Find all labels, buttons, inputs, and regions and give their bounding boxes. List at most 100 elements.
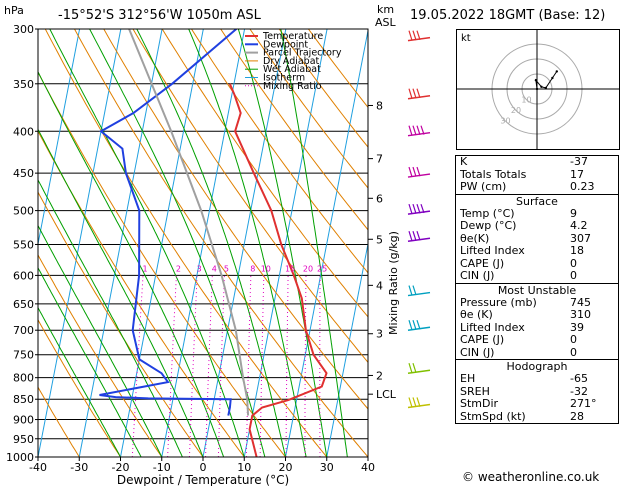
most-unstable-table: Most Unstable Pressure (mb) 745 θe (K) 310 L… [455, 282, 619, 360]
most-unstable-label: Pressure (mb) [460, 295, 537, 309]
asl-axis-unit: ASL [375, 16, 396, 29]
hodograph-unit-label: kt [461, 33, 471, 44]
datetime-title: 19.05.2022 18GMT (Base: 12) [410, 8, 606, 23]
surface-label: CAPE (J) [460, 256, 505, 270]
most-unstable-label: CAPE (J) [460, 333, 505, 346]
mixing-ratio-line [245, 275, 252, 457]
temp-tick-label: 30 [320, 461, 334, 474]
wind-barb-flag [412, 320, 417, 330]
hodograph-stat-value: -65 [570, 372, 588, 385]
mixing-ratio-line [285, 275, 289, 457]
most-unstable-row: Lifted Index 39 [456, 321, 618, 335]
wind-barb-flag [412, 397, 417, 408]
surface-label: Temp (°C) [460, 206, 515, 220]
hodograph-stat-label: StmSpd (kt) [460, 409, 526, 423]
wind-barbs [407, 30, 431, 409]
temp-tick-label: 20 [279, 461, 293, 474]
most-unstable-row: θe (K) 310 [456, 308, 618, 322]
hodograph-stat-label: SREH [460, 384, 490, 398]
temp-tick-label: -40 [29, 461, 47, 474]
hodograph-point [535, 87, 539, 91]
wet-adiabat-line [89, 29, 266, 457]
height-km-label: 8 [376, 99, 383, 112]
pw-label: PW (cm) [460, 180, 507, 193]
hodograph-stat-value: 28 [570, 409, 584, 423]
pressure-tick-label: 300 [13, 23, 34, 36]
pressure-tick-label: 700 [13, 324, 34, 337]
wet-adiabat-line [38, 306, 121, 457]
mixing-ratio-value-label: 25 [317, 264, 327, 273]
legend-label: Isotherm [263, 73, 305, 84]
wind-barb-flag [408, 166, 413, 177]
location-title: -15°52'S 312°56'W 1050m ASL [58, 8, 261, 23]
pressure-tick-label: 900 [13, 414, 34, 427]
surface-label: CIN (J) [460, 269, 495, 282]
legend-label: Wet Adiabat [263, 64, 321, 75]
wind-barb [407, 203, 431, 215]
mixing-ratio-value-label: 8 [250, 264, 255, 273]
isotherm-line [120, 29, 204, 457]
wind-barb-flag [416, 203, 421, 214]
wind-barb-flag [408, 203, 413, 215]
legend-label: Temperature [262, 31, 323, 42]
pressure-tick-label: 800 [13, 372, 34, 385]
mixing-ratio-value-label: 20 [303, 264, 313, 273]
most-unstable-value: 0 [570, 333, 577, 346]
mixing-ratio-value-label: 4 [212, 264, 217, 273]
pressure-tick-label: 500 [13, 205, 34, 218]
wind-barb [407, 320, 431, 331]
hodograph-point [544, 86, 547, 90]
hodograph-ring-label: 30 [500, 117, 510, 126]
mixing-ratio-line [167, 275, 177, 457]
x-axis-label: Dewpoint / Temperature (°C) [117, 473, 289, 486]
dry-adiabat-line [38, 318, 121, 457]
height-km-label: 7 [376, 153, 383, 166]
surface-value: 18 [570, 244, 584, 257]
surface-row: Temp (°C) 9 [456, 206, 618, 221]
surface-value: 307 [570, 231, 591, 245]
hodograph-stat-row: SREH -32 [456, 384, 618, 399]
mixing-ratio-line [217, 275, 225, 457]
most-unstable-label: CIN (J) [460, 345, 495, 359]
hodograph-panel: kt 10 20 30 [456, 29, 620, 150]
wind-barb [407, 397, 431, 409]
km-axis-unit: km [377, 3, 395, 16]
dry-adiabat-line [38, 191, 204, 457]
mixing-ratio-value-label: 2 [176, 264, 181, 273]
dry-adiabat-line [220, 29, 368, 231]
pressure-tick-label: 450 [13, 167, 34, 180]
legend-label: Dewpoint [263, 39, 308, 50]
mixing-ratio-value-label: 15 [285, 264, 295, 273]
height-km-label: 4 [376, 279, 383, 292]
hodograph-point [551, 76, 554, 80]
mixing-ratio-line [188, 275, 198, 457]
surface-label: Dewp (°C) [460, 219, 517, 232]
wind-barb-flag [408, 125, 413, 136]
wind-barb-flag [416, 397, 421, 407]
wind-barb-flag [408, 285, 413, 296]
pressure-tick-label: 350 [13, 78, 34, 91]
wind-barb-flag [412, 166, 417, 177]
wind-barb-flag [408, 397, 413, 408]
hodograph-stat-value: 271° [570, 397, 597, 410]
wind-barb-flag [420, 203, 425, 214]
wind-barb-flag [416, 231, 421, 241]
dry-adiabat-line [38, 130, 245, 457]
wind-barb-flag [408, 320, 413, 331]
isotherm-line [78, 29, 163, 457]
wind-barb-flag [412, 88, 417, 99]
legend-label: Dry Adiabat [263, 56, 320, 67]
height-km-label: 2 [376, 369, 383, 382]
hodograph-stat-row: StmDir 271° [456, 397, 618, 411]
temperature-line [228, 83, 328, 457]
isotherm-line [243, 29, 328, 457]
wind-barb-flag [412, 203, 417, 214]
wind-barb-flag [416, 88, 421, 99]
most-unstable-row: Pressure (mb) 745 [456, 295, 618, 310]
wind-barb-flag [412, 285, 417, 296]
height-km-label: 6 [376, 192, 383, 205]
wind-barb-flag [416, 30, 421, 40]
